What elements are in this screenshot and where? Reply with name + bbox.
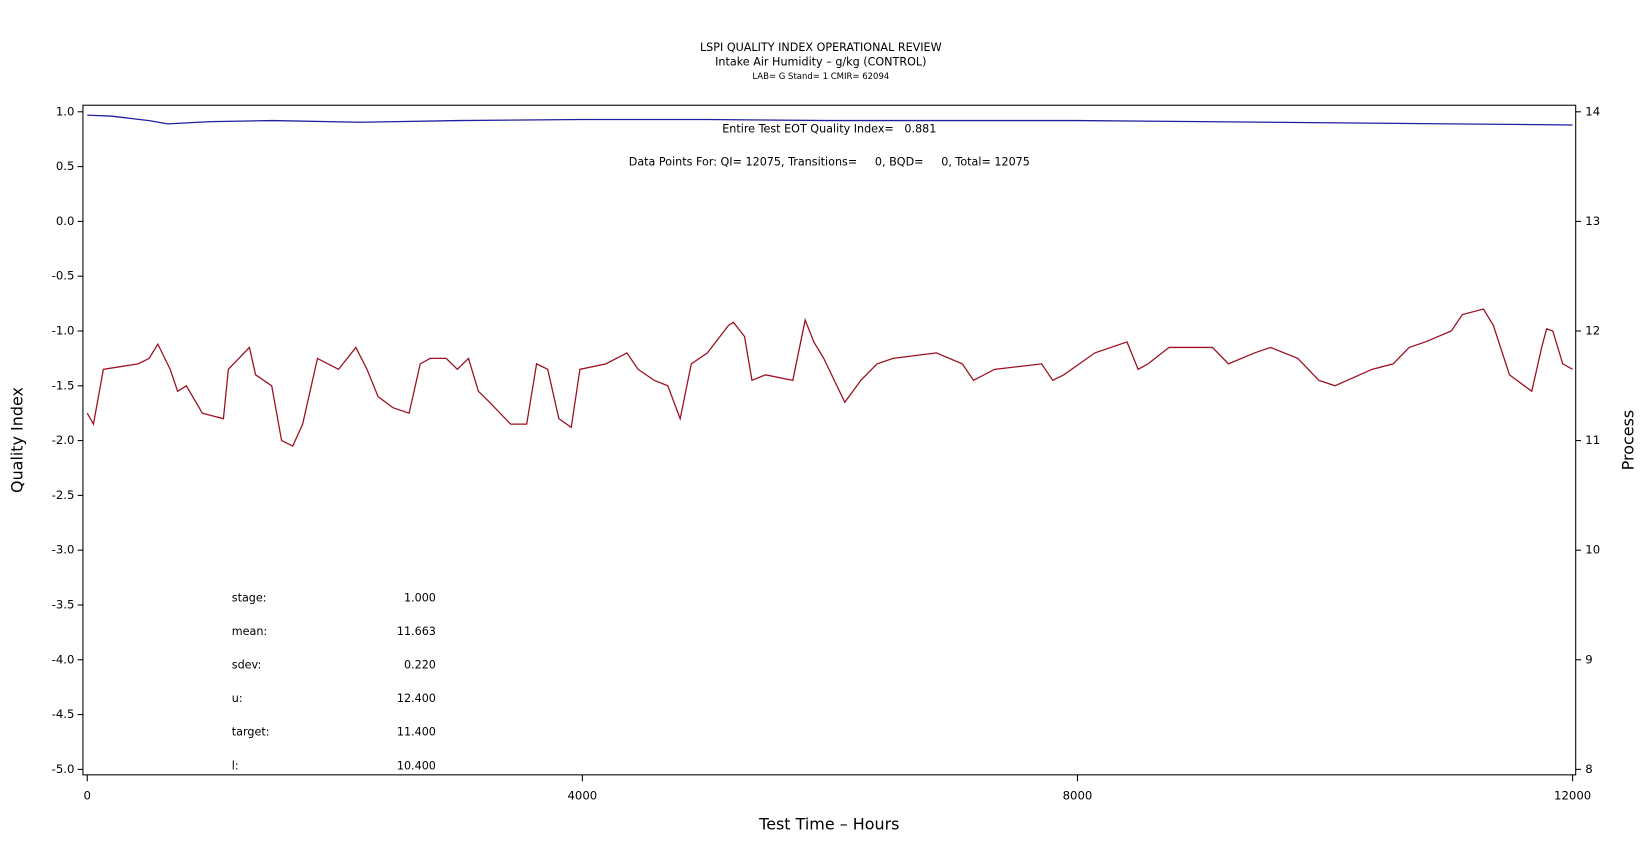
stat-value: 0.220 [404, 659, 436, 672]
y2-axis-label: Process [1618, 410, 1637, 470]
y2-tick-label: 11 [1585, 433, 1600, 447]
x-tick-label: 0 [84, 789, 91, 803]
y-tick-label: 0.0 [56, 214, 75, 228]
stat-value: 11.400 [397, 726, 436, 739]
annotation: Entire Test EOT Quality Index= 0.881 [722, 123, 936, 136]
y-tick-label: -2.0 [52, 433, 75, 447]
x-tick-label: 4000 [568, 789, 598, 803]
stat-label: u: [232, 692, 243, 705]
data-line [86, 308, 1573, 447]
x-tick-label: 12000 [1554, 789, 1591, 803]
plot-frame [82, 104, 1577, 776]
x-tick-label: 8000 [1063, 789, 1093, 803]
stat-value: 11.663 [397, 625, 436, 638]
y2-tick-label: 13 [1585, 214, 1600, 228]
stat-label: mean: [232, 625, 267, 638]
y2-tick-label: 10 [1585, 543, 1600, 557]
stat-value: 12.400 [397, 692, 436, 705]
annotation: Data Points For: QI= 12075, Transitions=… [629, 156, 1030, 169]
y-tick-label: -5.0 [52, 762, 75, 776]
stat-value: 10.400 [397, 759, 436, 772]
y-tick-label: -3.0 [52, 543, 75, 557]
y2-tick-label: 9 [1585, 652, 1592, 666]
stat-label: target: [232, 726, 270, 739]
stat-label: sdev: [232, 659, 262, 672]
chart-title: LSPI QUALITY INDEX OPERATIONAL REVIEW [700, 41, 942, 54]
stat-label: l: [232, 759, 239, 772]
y-tick-label: 0.5 [56, 159, 75, 173]
y2-tick-label: 12 [1585, 323, 1600, 337]
y-tick-label: -1.0 [52, 323, 75, 337]
y2-tick-label: 8 [1585, 762, 1592, 776]
y-axis-label: Quality Index [8, 387, 27, 493]
y-tick-label: -0.5 [52, 269, 75, 283]
y-tick-label: -2.5 [52, 488, 75, 502]
y2-tick-label: 14 [1585, 104, 1600, 118]
y-tick-label: -3.5 [52, 597, 75, 611]
x-axis-label: Test Time – Hours [758, 814, 899, 833]
chart-subtitle: Intake Air Humidity – g/kg (CONTROL) [715, 56, 926, 69]
y-tick-label: -4.5 [52, 707, 75, 721]
chart-subsubtitle: LAB= G Stand= 1 CMIR= 62094 [752, 72, 889, 82]
y-tick-label: -4.0 [52, 652, 75, 666]
stat-value: 1.000 [404, 591, 436, 604]
y-tick-label: 1.0 [56, 104, 75, 118]
stat-label: stage: [232, 591, 267, 604]
data-line [87, 114, 1573, 126]
y-tick-label: -1.5 [52, 378, 75, 392]
